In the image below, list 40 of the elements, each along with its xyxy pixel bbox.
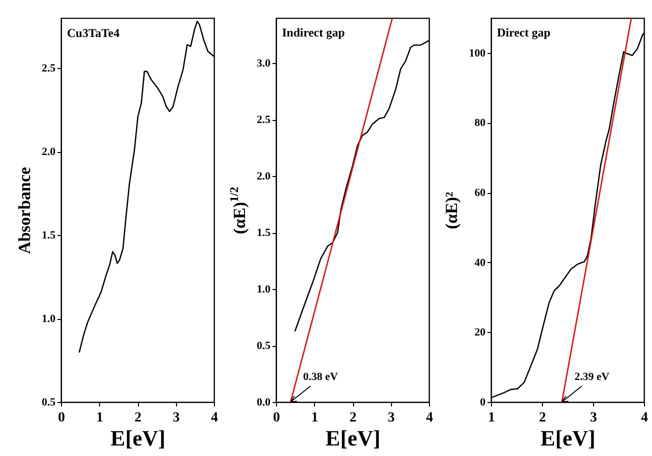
x-tick-label: 2 [350,410,356,426]
y-tick-label: 2.5 [42,62,56,75]
y-tick-label: 2.0 [42,146,56,158]
y-tick-label: 0 [480,396,486,408]
y-tick-label: 1.5 [42,230,56,242]
y-tick-label: 0.5 [42,396,56,408]
y-tick-label: 1.0 [256,284,271,296]
y-tick-label: 20 [474,326,486,339]
y-tick-label: 80 [474,117,486,130]
x-tick-label: 2 [134,410,142,426]
annotation: 0.38 eV [303,371,338,383]
y-tick-label: 40 [474,256,486,269]
x-tick-label: 4 [641,410,648,426]
x-tick-label: 2 [539,410,546,426]
x-axis-title: E[eV] [326,426,380,450]
text: Indirect gap [282,25,346,40]
text: Direct gap [497,25,551,40]
y-tick-label: 1.0 [42,313,56,326]
x-tick-label: 1 [311,410,318,426]
y-tick-label: 0.5 [256,340,271,352]
y-tick-label: 60 [474,187,486,200]
y-axis-title: (αE)² [442,192,461,230]
y-tick-label: 1.5 [256,227,271,240]
x-tick-label: 4 [426,410,433,426]
y-tick-label: 100 [469,47,486,60]
y-tick-label: 3.0 [256,58,271,70]
text: Cu3TaTe4 [67,26,120,40]
y-axis-title: Absorbance [14,166,34,254]
y-tick-label: 2.0 [256,170,271,183]
annotation: 2.39 eV [574,371,610,383]
y-tick-label: 2.5 [256,114,271,126]
x-tick-label: 3 [172,410,180,426]
x-axis-title: E[eV] [110,426,166,450]
x-tick-label: 1 [96,410,104,426]
x-tick-label: 3 [388,410,395,426]
y-tick-label: 0.0 [256,396,271,408]
x-axis-title: E[eV] [540,426,596,450]
x-tick-label: 3 [590,410,597,426]
x-tick-label: 1 [488,410,495,426]
x-tick-label: 4 [211,410,218,426]
